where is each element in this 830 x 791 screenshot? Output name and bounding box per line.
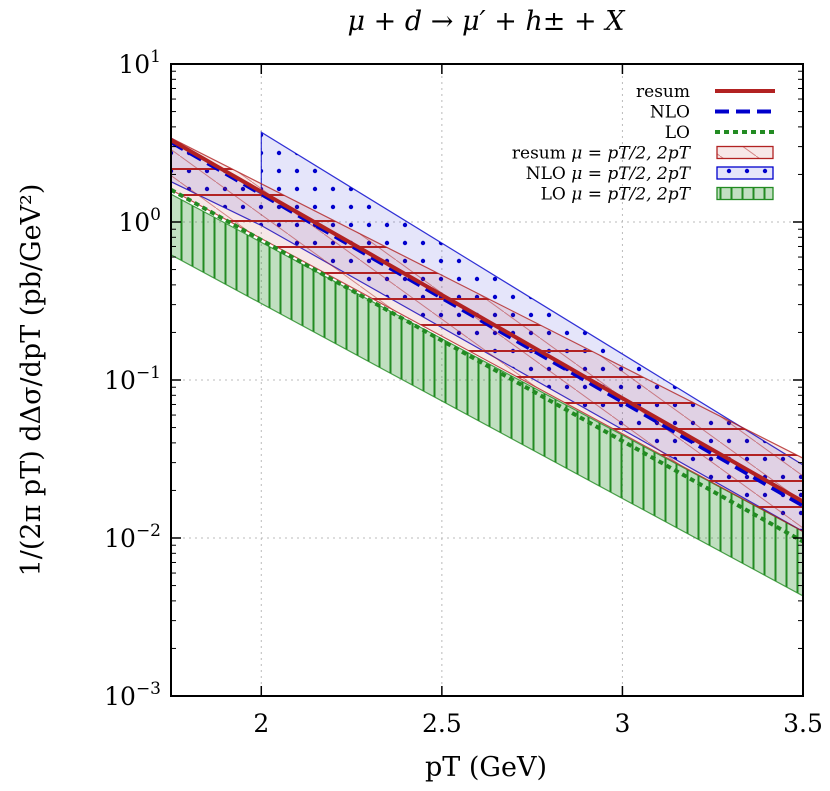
x-tick-label: 2 xyxy=(253,709,269,738)
axis-ticks: 2 2.5 3 3.5 10−3 10−2 10−1 100 101 xyxy=(104,47,823,738)
band-resum xyxy=(171,137,803,533)
legend-swatch-band-resum xyxy=(716,145,774,160)
legend-label-0: resum xyxy=(636,82,690,102)
x-tick-label: 3 xyxy=(614,709,630,738)
y-tick-label: 101 xyxy=(118,47,161,79)
legend-label-1: NLO xyxy=(650,103,690,123)
x-tick-label: 3.5 xyxy=(783,709,823,738)
y-tick-label: 10−3 xyxy=(104,679,161,711)
legend-swatch-band-lo xyxy=(716,186,774,201)
line-resum xyxy=(171,138,803,504)
legend-label-3: resum μ = pT/2, 2pT xyxy=(512,144,692,164)
band-lo xyxy=(171,193,803,597)
legend-label-4: NLO μ = pT/2, 2pT xyxy=(526,164,692,184)
x-tick-label: 2.5 xyxy=(422,709,462,738)
y-tick-label: 10−2 xyxy=(104,521,161,553)
line-lo xyxy=(171,188,803,544)
y-tick-label: 100 xyxy=(118,205,161,237)
chart-title: μ + d → μ′ + h± + X xyxy=(348,6,627,37)
legend-label-5: LO μ = pT/2, 2pT xyxy=(541,185,692,205)
x-axis-title: pT (GeV) xyxy=(425,752,547,783)
line-nlo xyxy=(171,140,803,508)
y-tick-label: 10−1 xyxy=(104,363,161,395)
y-axis-title: 1/(2π pT) dΔσ/dpT (pb/GeV²) xyxy=(16,184,47,577)
legend-swatch-band-nlo xyxy=(716,166,774,180)
lines xyxy=(171,138,803,544)
legend-label-2: LO xyxy=(665,123,690,143)
